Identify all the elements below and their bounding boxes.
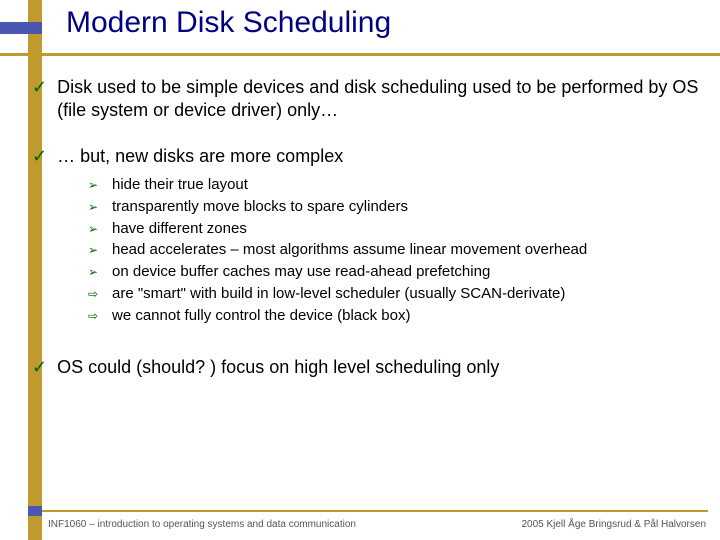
- footer-left: INF1060 – introduction to operating syst…: [48, 519, 356, 530]
- bullet-2: ✓ … but, new disks are more complex: [32, 145, 702, 168]
- check-icon: ✓: [32, 145, 47, 168]
- accent-horizontal-bar: [0, 22, 42, 34]
- footer-right: 2005 Kjell Åge Bringsrud & Pål Halvorsen: [521, 519, 706, 530]
- title-underline: [0, 53, 720, 56]
- bullet-1: ✓ Disk used to be simple devices and dis…: [32, 76, 702, 123]
- sub-item: ➢ have different zones: [88, 218, 702, 240]
- double-arrow-icon: ⇨: [88, 283, 102, 303]
- sub-item: ➢ on device buffer caches may use read-a…: [88, 261, 702, 283]
- sub-item: ⇨ are "smart" with build in low-level sc…: [88, 283, 702, 305]
- arrow-icon: ➢: [88, 261, 102, 281]
- slide-title: Modern Disk Scheduling: [66, 6, 391, 40]
- double-arrow-icon: ⇨: [88, 305, 102, 325]
- arrow-icon: ➢: [88, 239, 102, 259]
- sub-item: ➢ transparently move blocks to spare cyl…: [88, 196, 702, 218]
- arrow-icon: ➢: [88, 174, 102, 194]
- sub-text: we cannot fully control the device (blac…: [112, 305, 410, 327]
- bullet-3: ✓ OS could (should? ) focus on high leve…: [32, 356, 702, 379]
- sub-text: are "smart" with build in low-level sche…: [112, 283, 565, 305]
- check-icon: ✓: [32, 356, 47, 379]
- sub-text: have different zones: [112, 218, 247, 240]
- sub-item: ➢ head accelerates – most algorithms ass…: [88, 239, 702, 261]
- sub-text: head accelerates – most algorithms assum…: [112, 239, 587, 261]
- slide-content: ✓ Disk used to be simple devices and dis…: [32, 76, 702, 402]
- sub-text: transparently move blocks to spare cylin…: [112, 196, 408, 218]
- sub-item: ⇨ we cannot fully control the device (bl…: [88, 305, 702, 327]
- bullet-2-text: … but, new disks are more complex: [57, 145, 702, 168]
- sub-item: ➢ hide their true layout: [88, 174, 702, 196]
- sub-text: hide their true layout: [112, 174, 248, 196]
- bullet-1-text: Disk used to be simple devices and disk …: [57, 76, 702, 123]
- sub-text: on device buffer caches may use read-ahe…: [112, 261, 490, 283]
- arrow-icon: ➢: [88, 196, 102, 216]
- bullet-3-text: OS could (should? ) focus on high level …: [57, 356, 702, 379]
- sub-list: ➢ hide their true layout ➢ transparently…: [88, 174, 702, 326]
- footer: INF1060 – introduction to operating syst…: [48, 519, 706, 530]
- footer-square: [28, 506, 42, 516]
- footer-line: [28, 510, 708, 512]
- arrow-icon: ➢: [88, 218, 102, 238]
- check-icon: ✓: [32, 76, 47, 99]
